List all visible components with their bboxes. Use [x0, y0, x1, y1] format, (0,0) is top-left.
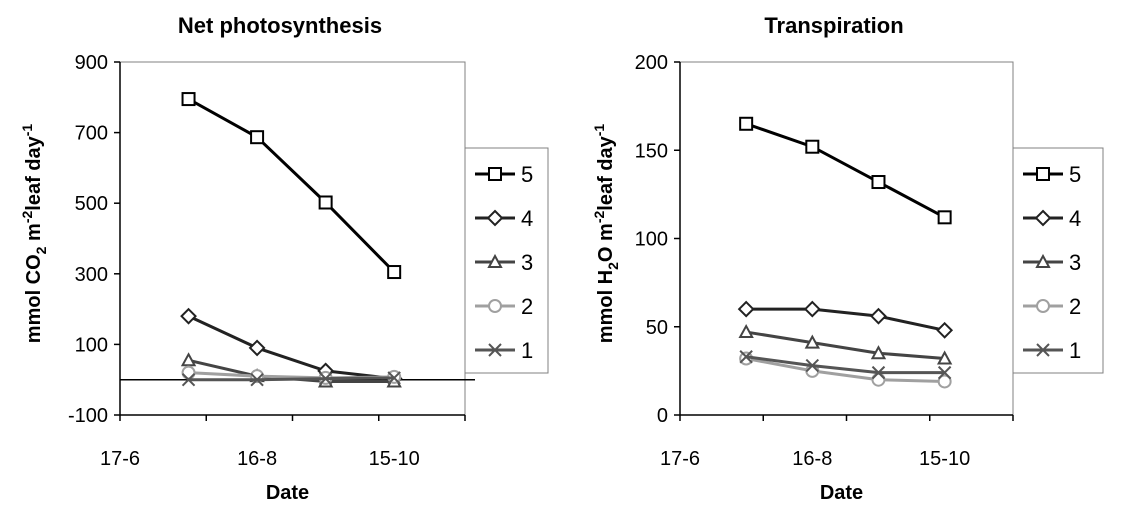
series-3-point — [738, 323, 754, 339]
series-1-point — [805, 358, 820, 373]
series-line-4 — [187, 314, 395, 381]
y-axis-label-sub1: 2 — [33, 246, 49, 254]
series-5-point — [805, 139, 820, 154]
series-line-3 — [745, 330, 945, 361]
series-5-point — [937, 210, 952, 225]
legend-label-2: 2 — [521, 294, 533, 319]
y-axis-label-mid2: leaf day — [595, 135, 617, 210]
series-1-point — [937, 365, 952, 380]
legend-marker-3 — [487, 253, 503, 268]
series-5-point — [181, 92, 196, 107]
series-4-point — [803, 300, 821, 318]
legend-label-4: 4 — [1069, 206, 1081, 231]
series-1-point — [250, 372, 264, 387]
series-4-point — [248, 339, 266, 357]
y-axis-label-sup2: -1 — [19, 124, 35, 137]
y-axis-label-mid1: m — [23, 223, 45, 246]
series-line-1 — [745, 355, 945, 375]
y-tick-label: 50 — [646, 317, 668, 339]
x-tick-label: 17-6 — [660, 448, 700, 470]
series-3-point — [936, 350, 953, 365]
legend-marker-5 — [488, 167, 502, 181]
chart-title: Net photosynthesis — [178, 13, 382, 38]
series-line-4 — [746, 307, 945, 332]
legend-marker-4 — [1034, 209, 1052, 227]
legend-marker-2 — [1036, 299, 1050, 313]
legend-marker-2 — [488, 299, 502, 313]
plot-area-frame — [679, 61, 1014, 416]
y-axis-label: mmol CO2 m-2leaf day-1 — [19, 124, 49, 344]
legend-label-3: 3 — [1069, 250, 1081, 275]
y-axis-label: mmol H2O m-2leaf day-1 — [591, 124, 621, 344]
y-axis-label-mid2: leaf day — [23, 135, 45, 210]
y-tick-label: -100 — [68, 405, 108, 427]
legend-label-2: 2 — [1069, 294, 1081, 319]
series-1-point — [387, 371, 401, 385]
series-2-point — [937, 374, 952, 389]
series-5-point — [250, 130, 265, 145]
y-axis-label-prefix: mmol CO — [23, 254, 45, 343]
legend-label-3: 3 — [521, 250, 533, 275]
series-4-point — [180, 307, 197, 325]
series-line-5 — [745, 122, 946, 219]
legend-label-5: 5 — [521, 162, 533, 187]
y-tick-label: 100 — [75, 334, 108, 356]
series-line-1 — [188, 376, 395, 382]
legend-label-4: 4 — [521, 206, 533, 231]
x-axis-label: Date — [266, 482, 309, 504]
x-tick-label: 15-10 — [919, 448, 970, 470]
legend-label-1: 1 — [1069, 338, 1081, 363]
chart-title: Transpiration — [764, 13, 903, 38]
y-tick-label: 200 — [635, 52, 668, 74]
legend-label-1: 1 — [521, 338, 533, 363]
y-axis-label-sup2: -1 — [591, 124, 607, 137]
chart-panel-1: -100 100 300 500 700 900 17-6 16-8 15-10 Net phot… — [19, 13, 549, 504]
legend-marker-5 — [1036, 167, 1050, 181]
y-axis-label-sub1: 2 — [605, 262, 621, 270]
y-tick-label: 900 — [75, 52, 108, 74]
series-4-point — [870, 307, 887, 325]
chart-panel-2: 0 50 100 150 200 17-6 16-8 15-10 Transpiration Da… — [591, 13, 1104, 504]
series-4-point — [936, 321, 954, 339]
y-tick-label: 100 — [635, 229, 668, 251]
x-tick-label: 17-6 — [100, 448, 140, 470]
legend: 5 4 3 2 1 — [464, 147, 549, 374]
y-tick-label: 0 — [657, 405, 668, 427]
series-1-point — [181, 372, 196, 387]
legend-marker-1 — [1036, 343, 1050, 357]
x-tick-label: 16-8 — [237, 448, 277, 470]
legend-label-5: 5 — [1069, 162, 1081, 187]
legend: 5 4 3 2 1 — [1012, 147, 1104, 374]
y-axis-label-prefix: mmol H — [595, 270, 617, 343]
x-tick-label: 15-10 — [369, 448, 420, 470]
series-line-5 — [187, 97, 396, 274]
y-tick-label: 300 — [75, 264, 108, 286]
series-3-point — [870, 345, 887, 360]
plot-area-frame — [119, 61, 466, 416]
x-axis-label: Date — [820, 482, 863, 504]
y-axis-label-sup1: -2 — [19, 211, 35, 224]
series-3-point — [804, 334, 821, 349]
series-1-point — [318, 371, 333, 386]
legend-marker-4 — [486, 209, 504, 227]
y-tick-label: 500 — [75, 193, 108, 215]
series-4-point — [737, 300, 755, 318]
y-axis-label-mid1: O m — [595, 223, 617, 262]
y-axis-label-sup1: -2 — [591, 211, 607, 224]
series-3-point — [180, 352, 197, 367]
x-tick-label: 16-8 — [792, 448, 832, 470]
y-tick-label: 150 — [635, 140, 668, 162]
legend-marker-1 — [488, 343, 502, 357]
series-5-point — [739, 116, 754, 131]
series-5-point — [318, 195, 333, 210]
series-line-2 — [745, 357, 945, 383]
y-tick-label: 700 — [75, 123, 108, 145]
legend-marker-3 — [1035, 253, 1051, 268]
series-5-point — [387, 265, 402, 280]
series-1-point — [871, 365, 886, 380]
series-1-point — [739, 350, 753, 364]
series-5-point — [871, 175, 886, 190]
